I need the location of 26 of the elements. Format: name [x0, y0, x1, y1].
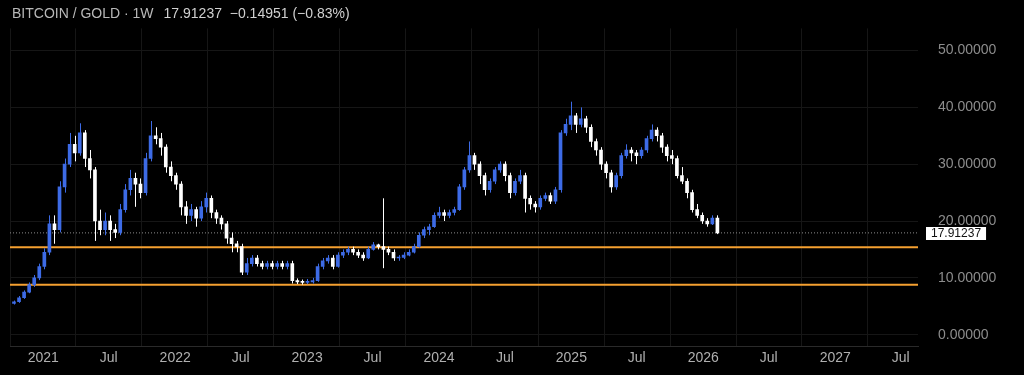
- x-tick-label: Jul: [231, 348, 250, 365]
- y-tick-label: 30.00000: [938, 155, 997, 172]
- y-tick-label: 10.00000: [938, 268, 997, 285]
- x-tick-label: 2026: [687, 348, 720, 365]
- x-tick-label: Jul: [759, 348, 778, 365]
- candlestick: [442, 209, 446, 222]
- x-tick-label: 2023: [291, 348, 323, 365]
- x-tick-label: 2024: [423, 348, 455, 365]
- x-tick-label: 2021: [27, 348, 60, 365]
- y-tick-label: 0.00000: [938, 325, 989, 342]
- x-tick-label: 2022: [159, 348, 191, 365]
- y-tick-label: 20.00000: [938, 211, 997, 228]
- x-tick-label: Jul: [627, 348, 646, 365]
- x-tick-label: 2027: [819, 348, 851, 365]
- x-tick-label: 2025: [555, 348, 588, 365]
- y-tick-label: 40.00000: [938, 98, 997, 115]
- ref-line-label: 17.91237: [931, 226, 982, 241]
- candlestick: [578, 106, 583, 128]
- x-tick-label: Jul: [495, 348, 514, 365]
- chart-subtitle: 17.91237 −0.14951 (−0.83%): [163, 4, 350, 21]
- x-tick-label: Jul: [363, 348, 382, 365]
- x-tick-label: Jul: [99, 348, 118, 365]
- y-tick-label: 50.00000: [938, 41, 997, 58]
- chart-title: BITCOIN / GOLD · 1W: [12, 4, 155, 21]
- candlestick: [189, 203, 193, 222]
- x-tick-label: Jul: [891, 348, 910, 365]
